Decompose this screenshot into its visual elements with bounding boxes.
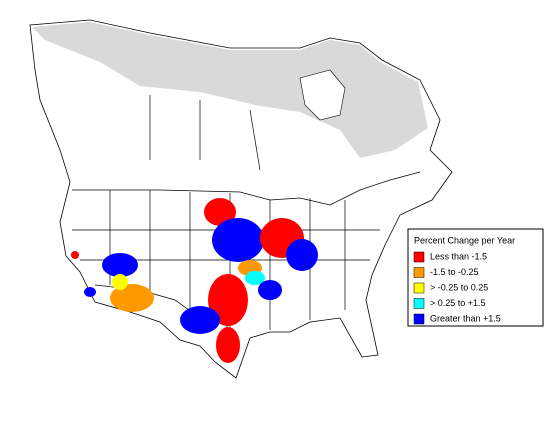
data-cell — [110, 284, 154, 312]
us-canada-border — [72, 171, 421, 206]
data-cell — [204, 198, 236, 226]
legend: Percent Change per Year Less than -1.5 -1… — [407, 228, 544, 327]
legend-box — [407, 228, 544, 327]
legend-label: -1.5 to -0.25 — [430, 267, 479, 277]
legend-label: > -0.25 to 0.25 — [430, 282, 488, 292]
data-cell — [258, 280, 282, 300]
legend-label: Greater than +1.5 — [430, 313, 501, 323]
legend-swatch — [413, 282, 425, 294]
data-cell — [102, 253, 138, 277]
legend-label: > 0.25 to +1.5 — [430, 298, 486, 308]
data-cell — [71, 251, 79, 259]
data-cell — [208, 274, 248, 326]
legend-swatch — [413, 251, 425, 263]
arctic-region — [32, 22, 428, 158]
hudson-bay — [299, 69, 346, 121]
data-cell — [112, 274, 128, 290]
legend-label: Less than -1.5 — [430, 251, 487, 261]
legend-swatch — [413, 298, 425, 309]
data-cell — [286, 239, 318, 271]
data-cell — [212, 218, 264, 262]
data-cell — [245, 271, 265, 285]
data-cell — [84, 287, 96, 297]
data-cell — [180, 306, 220, 334]
legend-swatch — [413, 313, 425, 325]
data-cells — [71, 198, 318, 363]
data-cell — [216, 327, 240, 363]
legend-swatch — [413, 267, 425, 278]
legend-title: Percent Change per Year — [414, 235, 515, 245]
